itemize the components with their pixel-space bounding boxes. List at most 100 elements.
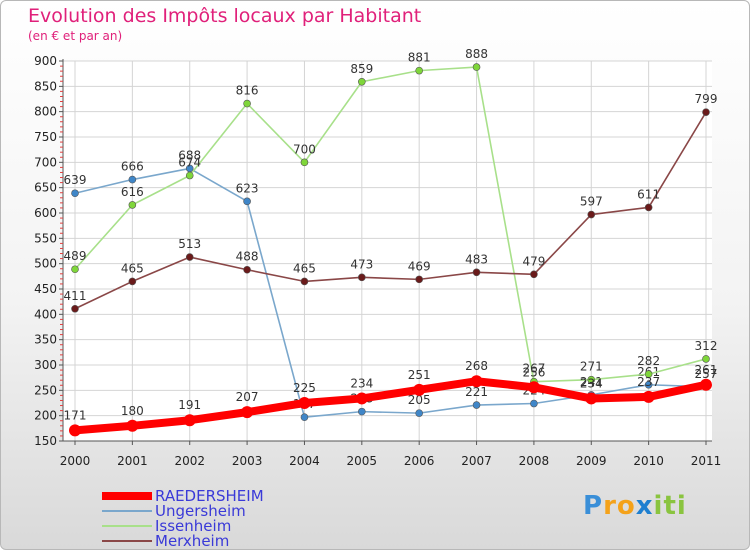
x-tick-label: 2003 bbox=[232, 454, 263, 468]
legend-swatch bbox=[102, 492, 152, 500]
x-tick-label: 2004 bbox=[289, 454, 320, 468]
logo-letter: o bbox=[616, 491, 636, 521]
y-tick-label: 750 bbox=[34, 130, 57, 144]
series-line bbox=[74, 111, 707, 310]
data-point bbox=[300, 158, 309, 167]
data-label: 688 bbox=[178, 148, 201, 162]
data-label: 234 bbox=[580, 376, 603, 390]
logo-letter: t bbox=[663, 491, 677, 521]
data-label: 611 bbox=[637, 187, 660, 201]
y-tick-label: 250 bbox=[34, 383, 57, 397]
y-tick-label: 400 bbox=[34, 307, 57, 321]
y-tick-label: 700 bbox=[34, 155, 57, 169]
data-label: 488 bbox=[236, 250, 259, 264]
logo-letter: x bbox=[635, 491, 654, 521]
data-point bbox=[415, 409, 423, 417]
data-label: 469 bbox=[408, 259, 431, 273]
data-label: 312 bbox=[695, 339, 718, 353]
data-label: 597 bbox=[580, 195, 603, 209]
legend-swatch bbox=[102, 510, 152, 512]
series-line bbox=[71, 377, 710, 435]
data-label: 465 bbox=[293, 261, 316, 275]
series-issenheim: 489 616 674 816 700 859 881 888 267 271 282 312 bbox=[64, 47, 718, 386]
x-tick-label: 2011 bbox=[691, 454, 722, 468]
y-tick-label: 300 bbox=[34, 358, 57, 372]
data-label: 251 bbox=[408, 368, 431, 382]
x-tick-label: 2006 bbox=[404, 454, 435, 468]
data-point bbox=[587, 375, 596, 384]
data-point bbox=[185, 253, 194, 261]
y-tick-label: 500 bbox=[34, 257, 57, 271]
data-point bbox=[585, 392, 598, 405]
data-point bbox=[69, 424, 81, 437]
data-point bbox=[700, 378, 712, 391]
data-point bbox=[298, 397, 311, 409]
data-label: 271 bbox=[580, 360, 603, 374]
plot-area bbox=[63, 61, 712, 441]
logo-letter: i bbox=[676, 491, 687, 521]
data-point bbox=[71, 265, 79, 274]
data-label: 473 bbox=[350, 257, 373, 271]
y-tick-label: 800 bbox=[34, 105, 57, 119]
data-label: 483 bbox=[465, 252, 488, 266]
data-point bbox=[472, 401, 481, 409]
data-label: 261 bbox=[695, 363, 718, 377]
y-tick-label: 450 bbox=[34, 282, 57, 296]
x-tick-label: 2001 bbox=[117, 454, 148, 468]
data-point bbox=[300, 277, 309, 286]
data-label: 513 bbox=[178, 237, 201, 251]
data-point bbox=[243, 99, 251, 108]
data-label: 859 bbox=[350, 62, 373, 76]
data-point bbox=[355, 392, 368, 405]
data-point bbox=[415, 275, 423, 284]
data-point bbox=[128, 277, 137, 286]
data-label: 191 bbox=[178, 398, 201, 412]
y-tick-label: 650 bbox=[34, 181, 57, 195]
data-label: 268 bbox=[465, 359, 488, 373]
data-label: 411 bbox=[64, 289, 87, 303]
x-tick-label: 2007 bbox=[461, 454, 492, 468]
x-tick-label: 2002 bbox=[174, 454, 205, 468]
logo-letter: r bbox=[603, 491, 617, 521]
data-label: 639 bbox=[64, 173, 87, 187]
proxiti-logo: Proxiti bbox=[583, 491, 687, 521]
data-point bbox=[183, 414, 196, 427]
data-point bbox=[128, 201, 137, 209]
data-label: 616 bbox=[121, 185, 144, 199]
x-tick-label: 2009 bbox=[576, 454, 607, 468]
data-label: 700 bbox=[293, 142, 316, 156]
data-label: 205 bbox=[408, 393, 431, 407]
data-label: 282 bbox=[637, 354, 660, 368]
data-label: 799 bbox=[695, 92, 718, 106]
legend-swatch bbox=[102, 540, 152, 542]
legend-label: Ungersheim bbox=[155, 502, 246, 520]
data-point bbox=[644, 370, 653, 378]
data-label: 881 bbox=[408, 51, 431, 65]
data-point bbox=[358, 77, 366, 86]
data-point bbox=[530, 270, 538, 279]
legend-label: RAEDERSHEIM bbox=[155, 487, 264, 505]
data-label: 221 bbox=[465, 385, 488, 399]
data-point bbox=[71, 189, 79, 198]
y-tick-label: 850 bbox=[34, 79, 57, 93]
x-tick-label: 2005 bbox=[347, 454, 378, 468]
data-point bbox=[472, 268, 481, 277]
data-point bbox=[702, 108, 710, 116]
data-label: 256 bbox=[522, 365, 545, 379]
series-line bbox=[74, 66, 707, 383]
x-tick-label: 2008 bbox=[519, 454, 550, 468]
legend-label: Issenheim bbox=[155, 517, 232, 535]
data-point bbox=[358, 273, 366, 282]
y-tick-label: 200 bbox=[34, 409, 57, 423]
series-raedersheim: 171 180 191 207 225 234 251 268 256 234 237 261 bbox=[64, 359, 718, 437]
data-point bbox=[243, 197, 251, 206]
legend-swatch bbox=[102, 525, 152, 527]
legend-label: Merxheim bbox=[155, 532, 230, 550]
series-line bbox=[74, 167, 707, 418]
data-label: 888 bbox=[465, 47, 488, 61]
data-label: 666 bbox=[121, 160, 144, 174]
data-point bbox=[243, 265, 251, 274]
logo-letter: P bbox=[583, 491, 604, 521]
data-point bbox=[71, 304, 79, 313]
data-label: 207 bbox=[236, 390, 259, 404]
